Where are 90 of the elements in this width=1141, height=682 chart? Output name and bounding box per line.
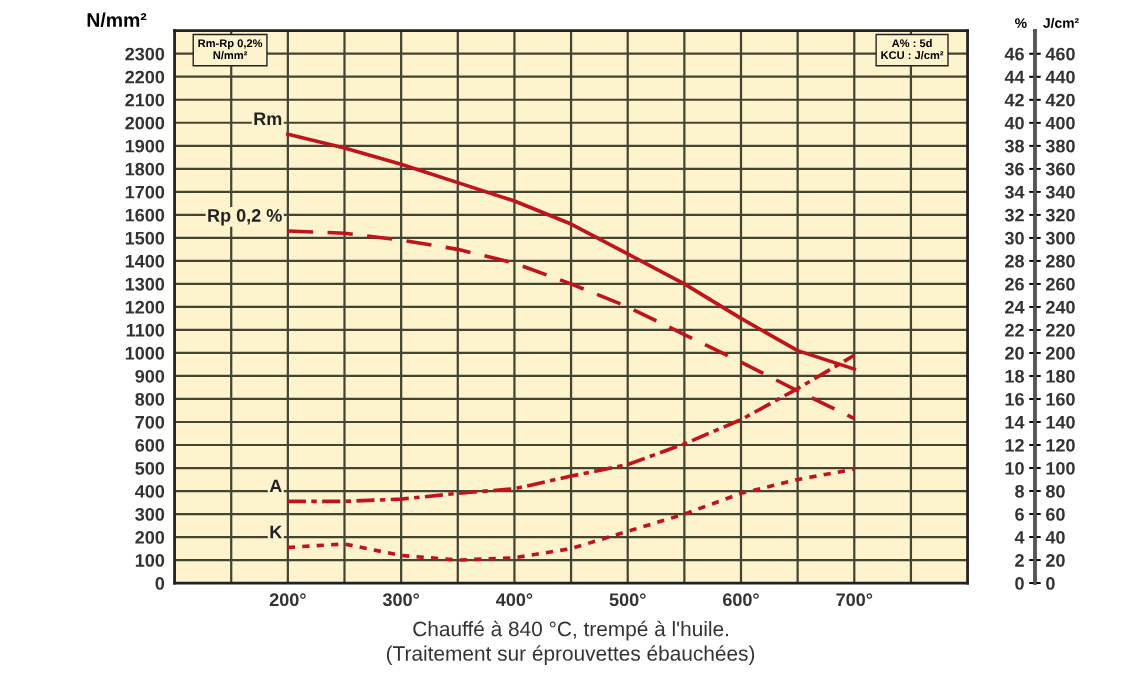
y-tick-label: 2100 [125, 93, 165, 107]
y-tick-label: 600 [135, 438, 165, 452]
y3-tick-label: 60 [1046, 507, 1065, 521]
y2-tick-label: 46 [1004, 47, 1024, 61]
y3-tick-label: 100 [1046, 461, 1075, 475]
y2-tick-label: 38 [1004, 139, 1024, 153]
y3-tick-label: 240 [1046, 300, 1075, 314]
y2-tick-label: 16 [1005, 392, 1024, 406]
y3-tick-label: 220 [1046, 323, 1075, 337]
y2-tick-label: 32 [1004, 208, 1024, 222]
y3-tick-label: 80 [1045, 484, 1065, 498]
y2-tick-label: 36 [1004, 162, 1024, 176]
y2-tick-label: 24 [1005, 300, 1025, 314]
y2-tick-label: 10 [1005, 461, 1024, 475]
series-label: A [269, 479, 282, 493]
y3-tick-label: 400 [1045, 116, 1075, 130]
y-tick-label: 1700 [125, 185, 165, 199]
series-label: K [270, 525, 283, 539]
y-tick-label: 200 [135, 531, 165, 544]
y3-tick-label: 200 [1046, 346, 1075, 360]
y2-tick-label: 42 [1004, 93, 1024, 107]
x-tick-label: 600° [722, 593, 759, 607]
y-tick-label: 1300 [125, 277, 165, 291]
annotation: Rm-Rp 0,2% N/mm² [198, 39, 263, 60]
y3-tick-label: 460 [1045, 47, 1075, 61]
y3-tick-label: 360 [1045, 162, 1075, 176]
y2-tick-label: 22 [1005, 323, 1024, 337]
y2-tick-label: 28 [1005, 254, 1024, 268]
y3-tick-label: 320 [1045, 208, 1075, 222]
y-tick-label: 2300 [125, 47, 165, 61]
y3-tick-label: 180 [1046, 369, 1075, 383]
y2-tick-label: 0 [1015, 577, 1024, 590]
text: (Traitement sur éprouvettes ébauchées) [386, 645, 755, 665]
y3-tick-label: 280 [1046, 254, 1075, 268]
y2-tick-label: 26 [1005, 277, 1024, 291]
y-tick-label: 2200 [125, 70, 165, 84]
y2-tick-label: 18 [1005, 369, 1024, 383]
y-tick-label: 2000 [125, 116, 165, 130]
y-tick-label: 800 [135, 392, 165, 406]
x-axis-title: Chauffé à 840 °C, trempé à l'huile. [413, 620, 729, 641]
y-tick-label: 1800 [125, 162, 165, 176]
y2-tick-label: 12 [1005, 438, 1024, 452]
y3-tick-label: 40 [1045, 531, 1065, 544]
series-label: Rm [254, 112, 282, 125]
y2-tick-label: 34 [1004, 185, 1025, 199]
line-series [286, 467, 857, 562]
y2-tick-label: 44 [1004, 70, 1025, 84]
y-tick-label: 1200 [125, 300, 165, 314]
y2-tick-label: 14 [1005, 416, 1025, 429]
y3-axis-title: J/cm² [1043, 17, 1079, 29]
y-tick-label: 1400 [125, 254, 165, 268]
y-tick-label: 300 [135, 507, 165, 521]
y3-tick-label: 340 [1045, 185, 1075, 199]
y-tick-label: 1600 [125, 208, 165, 222]
y2-tick-label: 6 [1015, 507, 1024, 521]
y-tick-label: 1500 [125, 231, 165, 245]
y3-tick-label: 380 [1045, 139, 1075, 153]
y-tick-label: 400 [135, 484, 165, 498]
series-label: Rp 0,2 % [208, 209, 282, 226]
x-tick-label: 700° [836, 593, 873, 607]
y2-tick-label: 2 [1015, 554, 1024, 567]
y3-tick-label: 300 [1045, 231, 1075, 245]
y-tick-label: 900 [135, 369, 165, 383]
y-tick-label: 0 [155, 577, 165, 590]
y3-tick-label: 440 [1045, 70, 1075, 84]
y2-tick-label: 4 [1014, 531, 1025, 544]
y2-tick-label: 30 [1004, 231, 1024, 245]
y3-tick-label: 120 [1046, 438, 1075, 452]
y2-tick-label: 40 [1004, 116, 1024, 130]
y-tick-label: 500 [135, 461, 165, 475]
y-tick-label: 700 [135, 415, 165, 429]
annotation: A% : 5d KCU : J/cm² [881, 38, 944, 60]
y2-tick-label: 20 [1005, 346, 1024, 360]
x-tick-label: 500° [609, 593, 646, 607]
x-tick-label: 300° [382, 593, 420, 607]
y2-tick-label: 8 [1015, 484, 1024, 498]
y2-axis-title: % [1015, 18, 1027, 28]
y-tick-label: 1100 [126, 323, 165, 337]
y-axis-title: N/mm² [87, 12, 147, 28]
y3-tick-label: 160 [1046, 392, 1075, 406]
y3-tick-label: 0 [1046, 577, 1055, 590]
y-tick-label: 1000 [125, 346, 165, 360]
y3-tick-label: 260 [1046, 277, 1075, 291]
x-tick-label: 400° [496, 593, 533, 607]
y-tick-label: 1900 [125, 139, 165, 153]
y3-tick-label: 420 [1045, 93, 1075, 107]
x-tick-label: 200° [269, 593, 306, 607]
y-tick-label: 100 [135, 554, 165, 567]
y3-tick-label: 20 [1046, 554, 1065, 567]
y3-tick-label: 140 [1046, 415, 1075, 429]
